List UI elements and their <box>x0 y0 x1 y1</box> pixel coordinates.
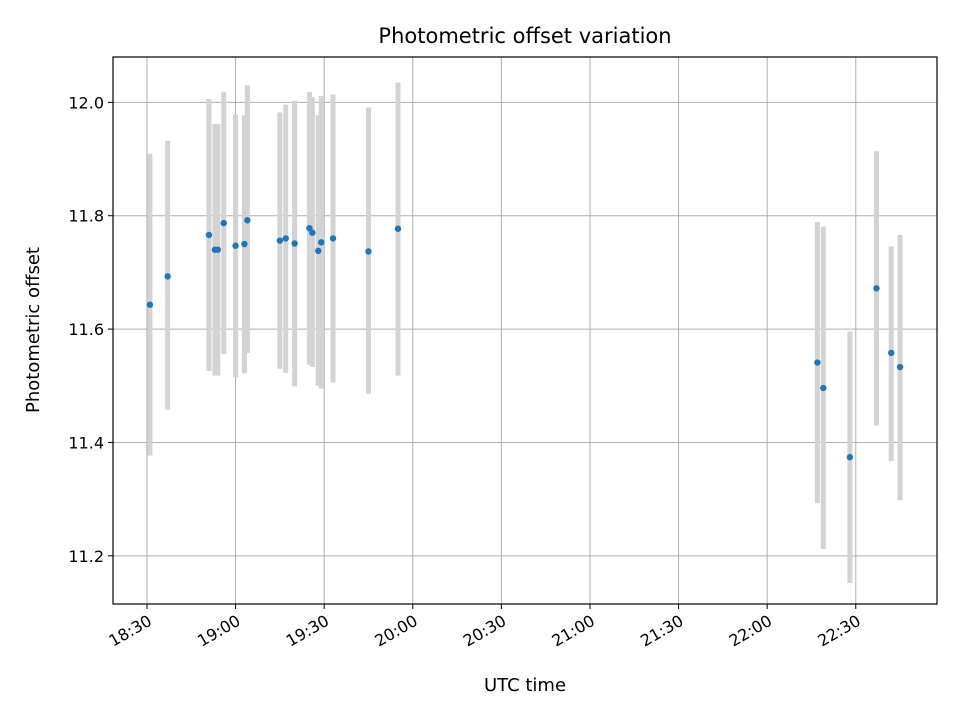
y-tick-label: 12.0 <box>68 93 104 112</box>
data-point <box>205 231 213 239</box>
data-point <box>315 247 322 255</box>
y-tick-label: 11.4 <box>68 433 104 452</box>
y-tick-label: 11.2 <box>68 547 104 566</box>
data-point <box>365 248 372 255</box>
data-point <box>276 237 284 244</box>
data-point <box>329 235 337 242</box>
data-point <box>244 217 251 224</box>
data-point <box>220 219 227 227</box>
y-tick-label: 11.8 <box>68 207 104 226</box>
plot-frame <box>112 56 938 605</box>
data-point <box>873 285 880 292</box>
data-point <box>888 349 895 357</box>
data-point <box>318 239 325 246</box>
data-point <box>814 359 821 366</box>
data-point <box>232 242 239 249</box>
data-point <box>291 240 298 247</box>
data-point <box>846 453 854 461</box>
data-point <box>146 301 154 308</box>
data-point <box>214 246 222 253</box>
data-point <box>282 235 289 242</box>
data-point <box>896 363 904 371</box>
x-axis-title: UTC time <box>484 675 566 696</box>
data-point <box>164 273 171 280</box>
y-axis-title: Photometric offset <box>23 247 44 413</box>
y-tick-label: 11.6 <box>68 320 104 339</box>
y-axis-ticks: 11.2 11.4 11.6 11.8 12.0 <box>68 93 113 566</box>
data-point <box>306 224 313 232</box>
data-point <box>309 229 316 236</box>
chart-title: Photometric offset variation <box>378 24 671 48</box>
grid-lines <box>113 57 937 604</box>
data-points <box>146 217 904 461</box>
data-point <box>820 384 827 392</box>
data-point <box>394 225 402 232</box>
data-point <box>241 240 248 248</box>
